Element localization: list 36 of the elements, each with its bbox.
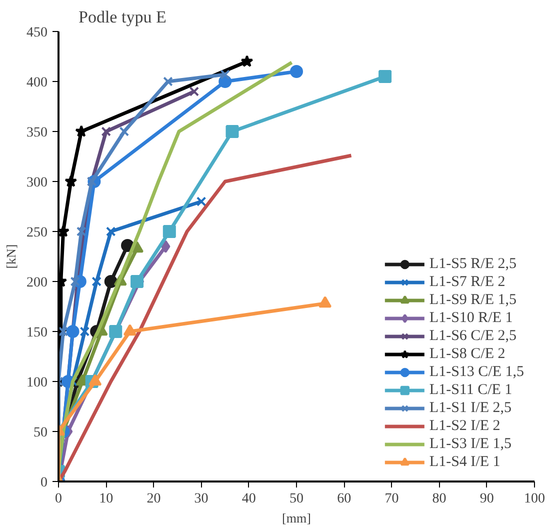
legend-label: L1-S11 C/E 1: [429, 381, 512, 399]
chart-title: Podle typu E: [78, 8, 166, 26]
x-tick-label: 30: [194, 492, 208, 506]
y-tick-label: 400: [26, 76, 48, 90]
y-tick-label: 350: [26, 126, 48, 140]
x-tick-label: 60: [337, 492, 352, 506]
y-tick-label: 450: [26, 26, 48, 40]
x-tick-label: 50: [290, 492, 304, 506]
x-tick-label: 10: [99, 492, 114, 506]
x-axis-title: [mm]: [282, 510, 311, 526]
legend-label: L1-S9 R/E 1,5: [429, 291, 516, 309]
y-tick-label: 150: [26, 326, 48, 340]
legend-label: L1-S8 C/E 2: [429, 345, 506, 363]
legend-label: L1-S1 I/E 2,5: [429, 399, 512, 417]
x-tick-label: 40: [242, 492, 256, 506]
x-tick-label: 20: [146, 492, 161, 506]
x-tick-label: 70: [384, 492, 399, 506]
y-tick-label: 100: [26, 376, 48, 390]
y-tick-label: 200: [26, 276, 48, 290]
y-tick-label: 0: [40, 476, 48, 490]
x-tick-label: 0: [55, 492, 62, 506]
legend-label: L1-S2 I/E 2: [429, 417, 500, 435]
y-tick-label: 50: [34, 426, 48, 440]
x-tick-label: 100: [524, 492, 545, 506]
legend-label: L1-S7 R/E 2: [429, 273, 506, 291]
legend-label: L1-S3 I/E 1,5: [429, 435, 512, 453]
legend-label: L1-S6 C/E 2,5: [429, 327, 516, 345]
x-tick-label: 80: [432, 492, 446, 506]
legend-label: L1-S13 C/E 1,5: [429, 363, 524, 381]
x-tick-label: 90: [480, 492, 494, 506]
legend-label: L1-S4 I/E 1: [429, 453, 500, 471]
y-tick-label: 300: [26, 176, 48, 190]
legend-label: L1-S10 R/E 1: [429, 309, 513, 327]
y-tick-label: 250: [26, 226, 48, 240]
legend-label: L1-S5 R/E 2,5: [429, 255, 516, 273]
y-axis-title: [kN]: [4, 244, 18, 269]
